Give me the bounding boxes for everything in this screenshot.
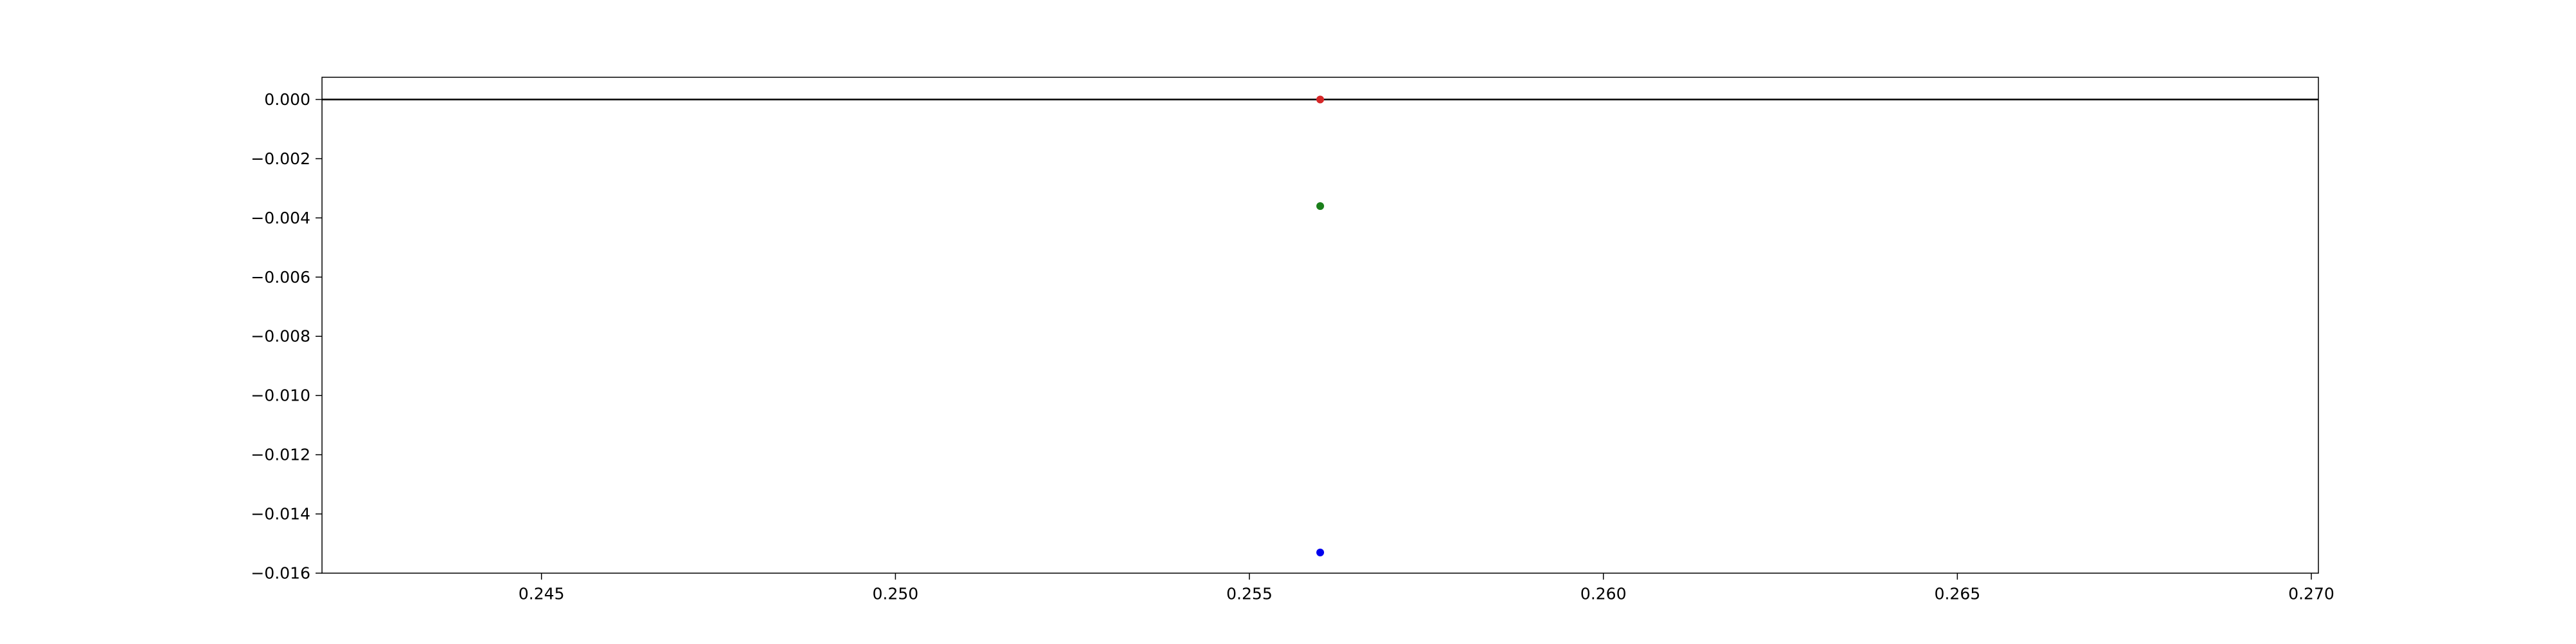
y-tick-label: −0.016 xyxy=(251,564,310,583)
y-tick-label: −0.006 xyxy=(251,268,310,287)
y-tick-label: −0.002 xyxy=(251,149,310,168)
y-tick-label: −0.010 xyxy=(251,386,310,405)
data-point xyxy=(1316,95,1324,104)
data-point xyxy=(1316,202,1324,210)
data-points xyxy=(1316,95,1324,556)
y-tick-label: −0.004 xyxy=(251,209,310,227)
y-tick-label: −0.012 xyxy=(251,446,310,464)
x-tick-label: 0.270 xyxy=(2288,584,2334,603)
x-tick-label: 0.265 xyxy=(1935,584,1981,603)
data-point xyxy=(1316,548,1324,556)
x-tick-label: 0.260 xyxy=(1580,584,1627,603)
plot-area: 0.000 −0.002 −0.004 −0.006 −0.008 −0.010 −0.01… xyxy=(251,77,2334,603)
y-axis-ticks: 0.000 −0.002 −0.004 −0.006 −0.008 −0.010 −0.01… xyxy=(251,90,322,583)
y-tick-label: 0.000 xyxy=(264,90,310,109)
x-tick-label: 0.250 xyxy=(873,584,919,603)
x-tick-label: 0.245 xyxy=(518,584,565,603)
y-tick-label: −0.008 xyxy=(251,327,310,346)
y-tick-label: −0.014 xyxy=(251,505,310,524)
x-axis-ticks: 0.245 0.250 0.255 0.260 0.265 0.270 xyxy=(518,573,2334,603)
x-tick-label: 0.255 xyxy=(1226,584,1273,603)
plot-frame xyxy=(321,77,2319,574)
